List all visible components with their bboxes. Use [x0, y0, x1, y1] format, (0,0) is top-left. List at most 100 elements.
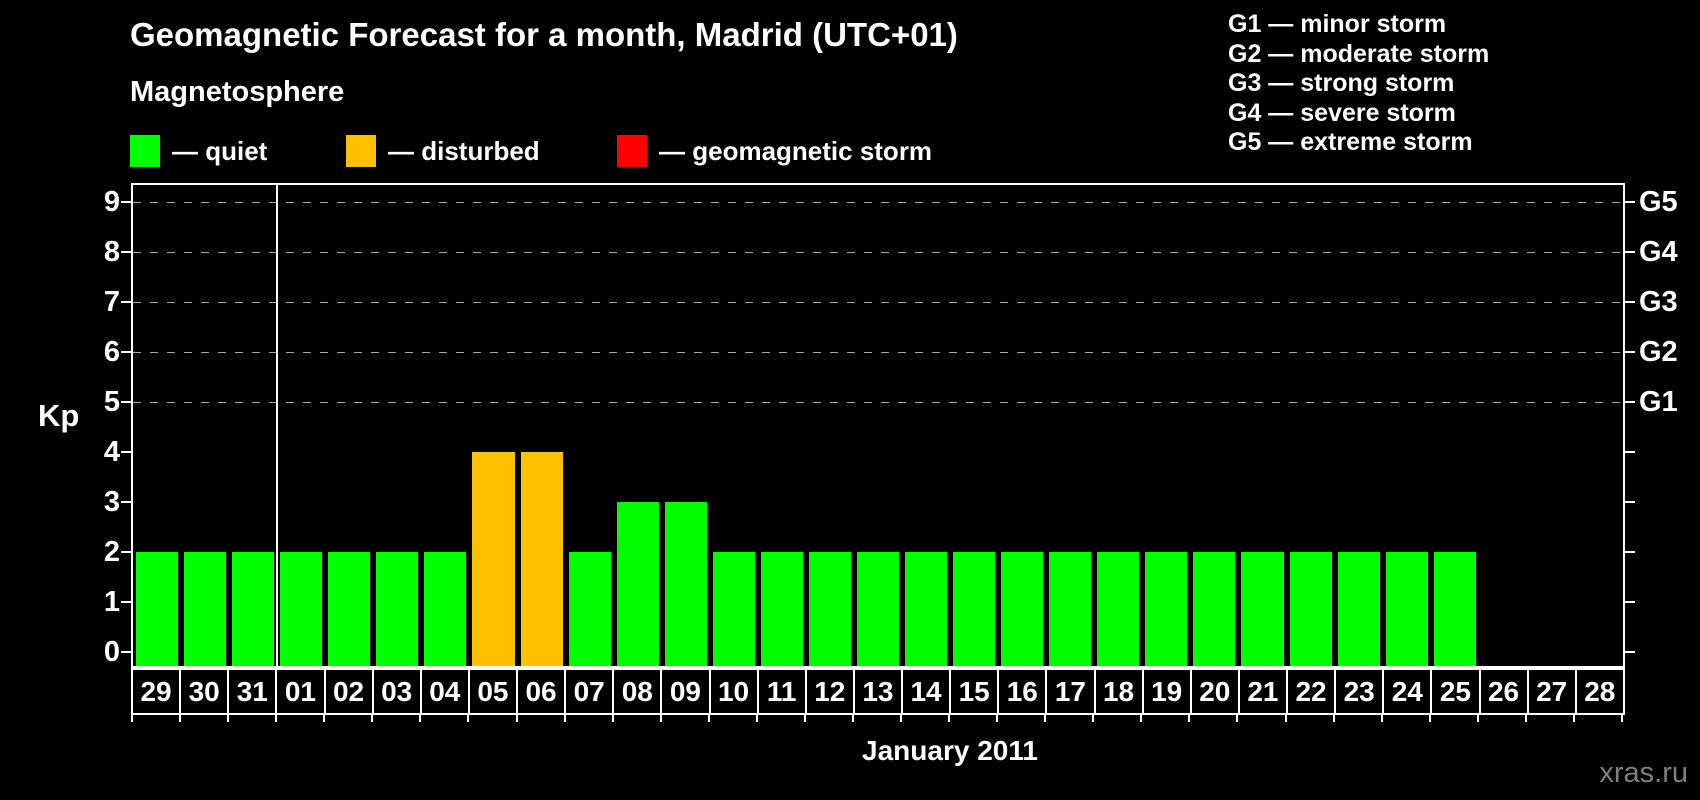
kp-bar-day-05 — [472, 452, 515, 666]
y-tick-right-8 — [1625, 251, 1635, 253]
kp-bar-day-09 — [664, 502, 707, 666]
x-minor-tick-0 — [131, 715, 133, 722]
y-label-9: 9 — [103, 186, 120, 218]
g-scale-label-G5: G5 — [1639, 186, 1678, 218]
y-label-8: 8 — [103, 236, 120, 268]
y-tick-left-5 — [121, 401, 131, 403]
day-label-22: 22 — [1288, 670, 1337, 713]
y-tick-left-2 — [121, 551, 131, 553]
x-minor-tick-3 — [275, 715, 278, 722]
day-label-06: 06 — [518, 670, 567, 713]
y-label-1: 1 — [103, 586, 120, 618]
y-tick-left-7 — [121, 301, 131, 303]
legend-item-disturbed: — disturbed — [346, 134, 540, 168]
y-tick-right-6 — [1625, 351, 1635, 353]
y-tick-right-1 — [1625, 601, 1635, 603]
y-label-6: 6 — [103, 336, 120, 368]
kp-bar-day-02 — [328, 552, 371, 666]
kp-bar-day-07 — [568, 552, 611, 666]
kp-bar-day-30 — [184, 552, 227, 666]
x-minor-tick-15 — [851, 715, 854, 722]
plot-area — [131, 183, 1625, 668]
x-minor-tick-22 — [1188, 715, 1191, 722]
legend-label-disturbed: — disturbed — [388, 135, 540, 166]
day-label-27: 27 — [1529, 670, 1577, 713]
y-tick-right-4 — [1625, 451, 1635, 453]
legend-swatch-quiet — [130, 135, 160, 167]
gridline-kp9 — [133, 202, 1623, 203]
day-label-13: 13 — [855, 670, 903, 713]
kp-bar-day-19 — [1145, 552, 1188, 666]
kp-bar-day-17 — [1049, 552, 1092, 666]
kp-bar-day-24 — [1385, 552, 1428, 666]
x-minor-tick-16 — [900, 715, 903, 722]
day-label-12: 12 — [807, 670, 855, 713]
day-label-15: 15 — [951, 670, 1000, 713]
day-label-21: 21 — [1240, 670, 1288, 713]
kp-bar-day-18 — [1097, 552, 1140, 666]
x-minor-tick-21 — [1140, 715, 1143, 722]
gridline-kp8 — [133, 252, 1623, 253]
gridline-kp7 — [133, 302, 1623, 303]
kp-bar-day-06 — [520, 452, 563, 666]
kp-bar-day-13 — [856, 552, 900, 666]
kp-bar-day-23 — [1337, 552, 1380, 666]
x-axis-title: January 2011 — [862, 735, 1038, 766]
kp-bar-day-29 — [136, 552, 179, 666]
day-label-01: 01 — [277, 670, 326, 713]
storm-scale-line-4: G4 — severe storm — [1228, 98, 1456, 127]
x-minor-tick-12 — [707, 715, 710, 722]
legend-label-quiet: — quiet — [172, 135, 268, 166]
x-minor-tick-2 — [227, 715, 230, 722]
day-label-07: 07 — [566, 670, 615, 713]
x-minor-tick-10 — [611, 715, 614, 722]
legend-item-geomagnetic-storm: — geomagnetic storm — [617, 134, 932, 168]
x-minor-tick-24 — [1284, 715, 1287, 722]
y-tick-left-1 — [121, 601, 131, 603]
day-label-23: 23 — [1336, 670, 1385, 713]
gridline-kp5 — [133, 402, 1623, 403]
day-label-20: 20 — [1192, 670, 1240, 713]
kp-bar-day-16 — [1001, 552, 1044, 666]
kp-bar-day-04 — [424, 552, 467, 666]
x-minor-tick-26 — [1380, 715, 1383, 722]
y-label-3: 3 — [103, 486, 120, 518]
y-label-7: 7 — [103, 286, 120, 318]
day-label-29: 29 — [133, 670, 182, 713]
kp-bar-day-03 — [376, 552, 419, 666]
x-minor-tick-11 — [659, 715, 662, 722]
day-label-18: 18 — [1096, 670, 1144, 713]
x-minor-tick-13 — [755, 715, 758, 722]
month-divider — [276, 185, 279, 666]
x-minor-tick-19 — [1044, 715, 1047, 722]
x-minor-tick-4 — [323, 715, 326, 722]
y-label-4: 4 — [103, 436, 120, 468]
day-label-14: 14 — [903, 670, 952, 713]
kp-bar-day-22 — [1289, 552, 1332, 666]
kp-bar-day-21 — [1241, 552, 1284, 666]
y-tick-right-3 — [1625, 501, 1635, 503]
x-minor-tick-31 — [1621, 715, 1623, 722]
y-tick-left-0 — [121, 651, 131, 653]
kp-bar-day-01 — [280, 552, 323, 666]
kp-bar-day-20 — [1193, 552, 1236, 666]
kp-bar-day-10 — [712, 552, 755, 666]
y-tick-right-0 — [1625, 651, 1635, 653]
day-label-10: 10 — [711, 670, 759, 713]
y-tick-left-3 — [121, 501, 131, 503]
day-label-25: 25 — [1432, 670, 1481, 713]
storm-scale-line-2: G2 — moderate storm — [1228, 39, 1490, 68]
x-minor-tick-28 — [1476, 715, 1479, 722]
day-label-24: 24 — [1384, 670, 1433, 713]
legend-label-geomagnetic-storm: — geomagnetic storm — [659, 135, 933, 166]
y-tick-right-2 — [1625, 551, 1635, 553]
x-axis-day-labels: 29 30 31 01 02 03 04 05 06 07 08 09 10 11 12 13 14 15 16 17… — [131, 668, 1625, 715]
day-label-17: 17 — [1047, 670, 1096, 713]
x-minor-tick-5 — [371, 715, 374, 722]
y-tick-left-6 — [121, 351, 131, 353]
page-title: Geomagnetic Forecast for a month, Madrid… — [130, 16, 958, 53]
x-minor-tick-8 — [515, 715, 518, 722]
kp-bar-day-31 — [232, 552, 275, 666]
kp-bar-day-11 — [760, 552, 803, 666]
